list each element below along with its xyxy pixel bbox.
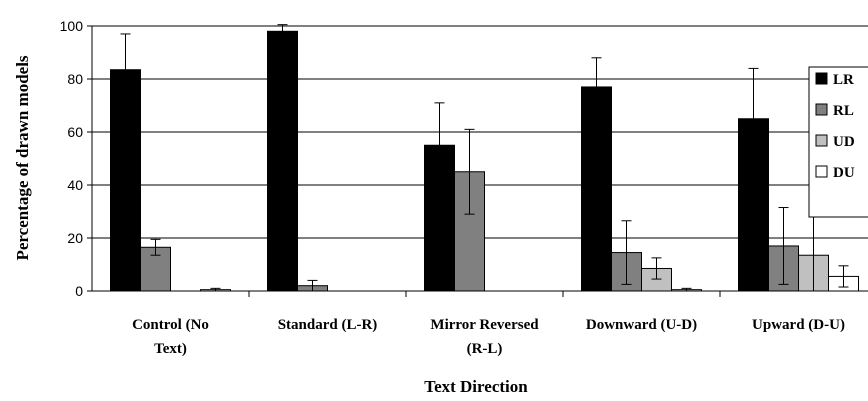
legend-swatch-du <box>815 165 828 178</box>
x-category-label: Downward (U-D) <box>586 317 697 333</box>
legend-swatch-ud <box>815 134 828 147</box>
x-category-label: Upward (D-U) <box>752 317 845 333</box>
legend-label-lr: LR <box>833 72 854 88</box>
y-tick-label: 0 <box>75 283 83 299</box>
y-tick-label: 100 <box>60 18 84 34</box>
legend-swatch-rl <box>815 103 828 116</box>
legend: LR RL UD DU <box>808 66 868 218</box>
legend-label-du: DU <box>833 165 855 181</box>
x-category-label-line: Downward (U-D) <box>586 317 697 333</box>
x-category-label: Control (No Text) <box>132 317 209 357</box>
bar-layer <box>110 24 859 292</box>
label-layer: Control (No Text) Standard (L-R) Mirror Rev… <box>132 317 845 357</box>
x-category-label-line: Control (No <box>132 317 209 333</box>
x-category-label: Standard (L-R) <box>278 317 378 333</box>
y-axis-title: Percentage of drawn models <box>13 55 32 260</box>
y-tick-label: 40 <box>67 177 83 193</box>
x-category-label-line: Text) <box>154 341 187 357</box>
x-category-label-line: (R-L) <box>467 341 503 357</box>
x-category-label-line: Standard (L-R) <box>278 317 378 333</box>
bar-lr <box>267 30 298 292</box>
x-category-label: Mirror Reversed (R-L) <box>430 317 539 357</box>
x-category-label-line: Mirror Reversed <box>430 317 539 333</box>
bar-lr <box>110 69 141 292</box>
y-tick-label: 60 <box>67 124 83 140</box>
y-tick-label: 20 <box>67 230 83 246</box>
x-axis-title: Text Direction <box>424 377 528 396</box>
y-tick-label: 80 <box>67 71 83 87</box>
x-category-label-line: Upward (D-U) <box>752 317 845 333</box>
axis-layer: 0 20 40 60 80 100 <box>60 18 868 299</box>
bar-lr <box>581 86 612 292</box>
legend-label-ud: UD <box>833 134 855 150</box>
legend-swatch-lr <box>815 72 828 85</box>
legend-label-rl: RL <box>833 103 854 119</box>
